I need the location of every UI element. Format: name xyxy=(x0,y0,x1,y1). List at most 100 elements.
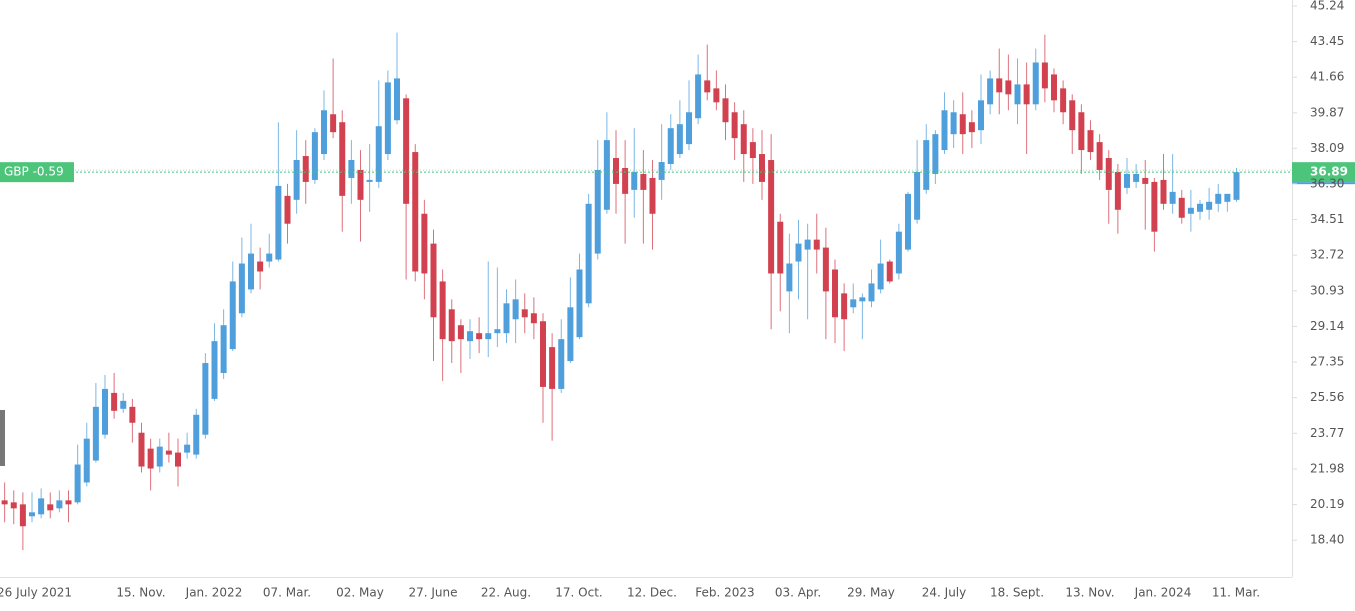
candle-body xyxy=(102,388,108,435)
candle-body xyxy=(667,128,674,165)
candle-body xyxy=(740,124,747,155)
candle-body xyxy=(430,243,437,318)
candle-body xyxy=(1078,112,1085,151)
candle-body xyxy=(540,321,546,387)
x-tick-label: Feb. 2023 xyxy=(695,586,754,600)
candle-body xyxy=(156,446,163,467)
y-tick-label: 39.87 xyxy=(1310,105,1344,119)
candle-body xyxy=(1142,177,1149,184)
y-tick-label: 18.40 xyxy=(1310,533,1344,547)
y-tick-label: 20.19 xyxy=(1310,497,1344,511)
candle-body xyxy=(832,269,838,318)
x-tick-label: 24. July xyxy=(922,586,966,600)
candle-body xyxy=(375,126,382,182)
x-tick-label: 27. June xyxy=(408,586,457,600)
candle-body xyxy=(895,231,902,274)
candle-body xyxy=(704,80,711,93)
x-tick-label: 17. Oct. xyxy=(555,586,602,600)
x-tick-label: 26 July 2021 xyxy=(0,586,72,600)
candle-body xyxy=(558,339,565,389)
candle-body xyxy=(1178,197,1185,218)
candle-body xyxy=(65,500,72,505)
candle-body xyxy=(777,221,784,274)
y-tick-label: 23.77 xyxy=(1310,426,1344,440)
y-tick-label: 27.35 xyxy=(1310,355,1344,369)
y-tick-label: 34.51 xyxy=(1310,212,1344,226)
candle-body xyxy=(676,124,683,155)
candle-body xyxy=(439,281,446,340)
candle-body xyxy=(968,122,975,133)
x-tick-label: 22. Aug. xyxy=(481,586,531,600)
candle-body xyxy=(175,452,181,467)
candle-body xyxy=(238,263,245,314)
candle-body xyxy=(859,297,866,302)
y-tick-label: 43.45 xyxy=(1310,34,1344,48)
candle-body xyxy=(640,173,647,190)
candle-body xyxy=(795,243,802,262)
candle-body xyxy=(184,444,191,453)
y-tick-label: 25.56 xyxy=(1310,390,1344,404)
candle-body xyxy=(47,504,54,511)
candle-body xyxy=(512,299,519,320)
candle-body xyxy=(631,171,638,190)
candle-body xyxy=(357,169,364,200)
candle-body xyxy=(850,299,857,308)
side-handle[interactable] xyxy=(0,410,5,466)
last-price-label: 36.89 xyxy=(1310,165,1348,179)
candle-body xyxy=(868,283,875,302)
y-tick-label: 38.09 xyxy=(1310,141,1344,155)
candle-body xyxy=(412,152,419,272)
x-tick-label: Jan. 2022 xyxy=(185,586,243,600)
candle-body xyxy=(1041,62,1048,89)
candle-body xyxy=(996,78,1003,93)
candle-body xyxy=(658,162,665,180)
candle-body xyxy=(613,158,619,184)
y-tick-label: 21.98 xyxy=(1310,461,1344,475)
candle-body xyxy=(585,203,592,304)
candle-body xyxy=(914,171,921,220)
candle-body xyxy=(1023,84,1030,105)
candle-body xyxy=(38,498,45,515)
candle-body xyxy=(330,114,337,133)
x-tick-label: 03. Apr. xyxy=(775,586,821,600)
candle-body xyxy=(10,502,17,509)
candle-body xyxy=(622,167,629,194)
candle-body xyxy=(348,160,355,178)
x-tick-label: 12. Dec. xyxy=(627,586,677,600)
candle-body xyxy=(321,110,327,155)
candle-body xyxy=(503,303,510,334)
candle-body xyxy=(1197,203,1203,212)
candle-body xyxy=(731,112,738,139)
candle-body xyxy=(950,112,957,135)
candle-body xyxy=(941,110,948,151)
candle-body xyxy=(211,341,218,399)
y-tick-label: 30.93 xyxy=(1310,283,1344,297)
candle-body xyxy=(74,464,81,503)
candle-body xyxy=(1233,172,1240,200)
candles xyxy=(1,32,1240,551)
x-tick-label: 15. Nov. xyxy=(116,586,165,600)
candle-body xyxy=(29,512,35,517)
candle-body xyxy=(220,325,227,373)
candle-body xyxy=(494,329,501,334)
candle-body xyxy=(311,132,318,180)
y-tick-label: 29.14 xyxy=(1310,319,1344,333)
candle-body xyxy=(339,122,346,196)
candle-body xyxy=(722,98,729,123)
candle-body xyxy=(877,263,884,290)
candle-body xyxy=(92,406,99,461)
candle-body xyxy=(366,179,373,182)
candle-body xyxy=(713,88,720,103)
candle-body xyxy=(193,414,200,455)
candle-body xyxy=(467,331,473,342)
y-tick-label: 41.66 xyxy=(1310,70,1344,84)
candle-body xyxy=(476,333,483,340)
overlay: GBP -0.59 36.89 xyxy=(0,162,1355,185)
candle-body xyxy=(1005,80,1012,95)
candle-body xyxy=(1114,171,1121,210)
candle-body xyxy=(749,142,756,159)
candle-body xyxy=(202,363,209,435)
candle-body xyxy=(448,309,455,342)
x-tick-label: 02. May xyxy=(336,586,384,600)
